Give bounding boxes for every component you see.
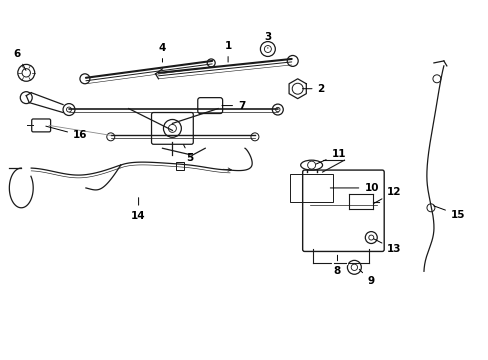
Text: 6: 6 xyxy=(14,49,26,70)
Text: 14: 14 xyxy=(131,198,145,221)
Bar xyxy=(289,174,333,202)
Text: 13: 13 xyxy=(373,239,401,255)
Text: 5: 5 xyxy=(183,145,194,163)
Text: 8: 8 xyxy=(333,255,341,276)
Text: 2: 2 xyxy=(302,84,324,94)
Text: 7: 7 xyxy=(222,100,245,111)
Text: 12: 12 xyxy=(373,187,401,203)
Text: 11: 11 xyxy=(316,149,346,164)
Text: 4: 4 xyxy=(159,43,166,62)
Text: 1: 1 xyxy=(224,41,231,62)
Text: 15: 15 xyxy=(433,206,465,220)
Text: 10: 10 xyxy=(329,183,378,193)
Bar xyxy=(176,162,184,170)
Text: 16: 16 xyxy=(46,126,87,140)
Text: 3: 3 xyxy=(264,32,271,48)
Text: 9: 9 xyxy=(359,269,374,286)
